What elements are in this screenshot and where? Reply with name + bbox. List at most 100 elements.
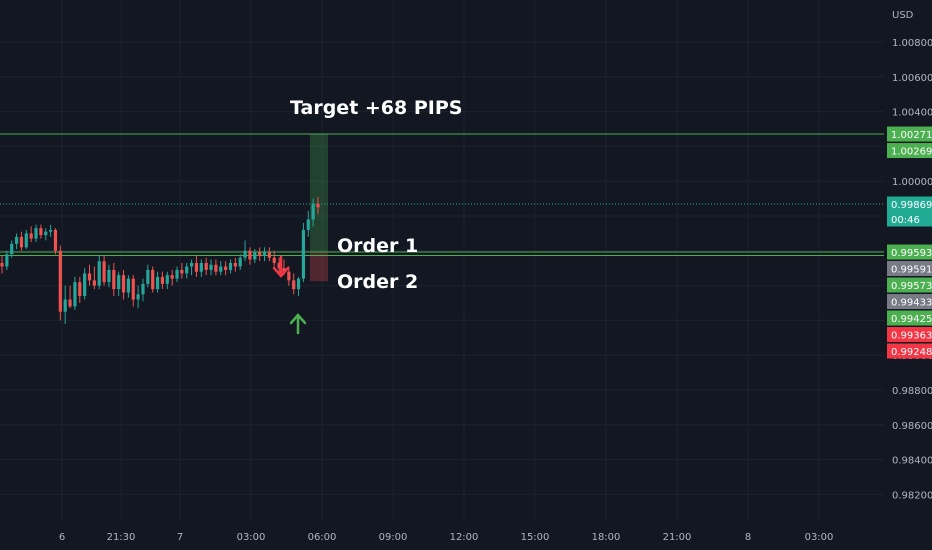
candle[interactable] — [10, 240, 14, 258]
price-tag-bg — [887, 244, 932, 260]
price-tag-bg — [887, 310, 932, 326]
candle[interactable] — [175, 266, 179, 283]
candle-body — [136, 294, 140, 300]
candle-body — [287, 271, 291, 281]
candle[interactable] — [316, 196, 320, 215]
candle-body — [165, 275, 169, 284]
candle[interactable] — [87, 264, 92, 286]
x-tick-label: 21:00 — [663, 532, 692, 543]
price-tag-bg — [887, 126, 932, 142]
candle[interactable] — [209, 259, 213, 276]
candle[interactable] — [238, 254, 242, 270]
candle[interactable] — [92, 266, 96, 290]
candle[interactable] — [49, 224, 53, 237]
sell-arrow-icon[interactable] — [272, 255, 290, 278]
candle[interactable] — [83, 268, 87, 300]
candle[interactable] — [306, 210, 310, 237]
candle[interactable] — [44, 228, 48, 241]
target-annotation[interactable]: Target +68 PIPS — [290, 97, 462, 119]
candle[interactable] — [292, 273, 296, 295]
candle[interactable] — [258, 247, 262, 262]
candle[interactable] — [112, 262, 116, 297]
candle[interactable] — [146, 264, 150, 288]
candle[interactable] — [63, 285, 67, 324]
candle[interactable] — [228, 259, 233, 274]
order-1-annotation[interactable]: Order 1 — [337, 235, 418, 257]
candle-body — [272, 257, 276, 263]
candle[interactable] — [97, 256, 101, 290]
candle[interactable] — [117, 271, 121, 297]
candle-body — [219, 266, 223, 272]
candle-body — [160, 276, 165, 284]
candle[interactable] — [58, 245, 62, 321]
candle-body — [44, 231, 48, 236]
candle[interactable] — [14, 233, 19, 250]
candle[interactable] — [253, 249, 257, 263]
candle[interactable] — [267, 247, 271, 262]
candle[interactable] — [53, 228, 58, 255]
candle[interactable] — [126, 275, 130, 298]
candle-body — [209, 264, 213, 270]
candle[interactable] — [190, 259, 194, 276]
time-axis[interactable]: 6 21:30 7 03:00 06:00 09:00 12:00 15:00 18:00 21:… — [59, 532, 834, 543]
price-tag: 0.99433 — [887, 294, 932, 310]
candle[interactable] — [277, 257, 281, 274]
candle[interactable] — [24, 229, 28, 250]
candle[interactable] — [287, 266, 291, 286]
candle[interactable] — [296, 276, 301, 297]
candle[interactable] — [5, 250, 9, 270]
candle[interactable] — [170, 269, 174, 286]
candle[interactable] — [248, 247, 252, 265]
candle[interactable] — [204, 257, 208, 276]
candle[interactable] — [141, 278, 145, 302]
candle-body — [121, 275, 126, 293]
candle-body — [194, 262, 199, 272]
candle[interactable] — [19, 231, 24, 251]
candle[interactable] — [214, 259, 218, 276]
candle[interactable] — [311, 198, 315, 227]
candle[interactable] — [39, 224, 43, 239]
candle-body — [29, 233, 33, 239]
candle[interactable] — [107, 264, 111, 288]
candle-body — [155, 276, 160, 290]
candle[interactable] — [136, 285, 140, 309]
candle[interactable] — [165, 271, 169, 290]
buy-arrow-icon[interactable] — [289, 313, 307, 335]
candle[interactable] — [160, 271, 165, 290]
candle-body — [68, 299, 72, 307]
order-2-annotation[interactable]: Order 2 — [337, 271, 418, 293]
candle[interactable] — [180, 262, 184, 279]
candle[interactable] — [102, 256, 106, 286]
candle[interactable] — [131, 275, 135, 307]
candle-body — [73, 282, 77, 307]
candle[interactable] — [73, 276, 77, 310]
price-tag-label: 1.00269 — [891, 147, 932, 158]
candle-body — [292, 280, 296, 290]
candle-body — [238, 257, 242, 267]
candle[interactable] — [194, 256, 199, 277]
x-tick-label: 18:00 — [592, 532, 621, 543]
candle[interactable] — [0, 256, 4, 274]
candles[interactable] — [0, 196, 320, 324]
candle[interactable] — [78, 276, 82, 303]
position-zones — [310, 134, 328, 282]
price-tag-label: 1.00271 — [891, 130, 932, 141]
candle[interactable] — [301, 222, 306, 283]
candle[interactable] — [29, 226, 33, 243]
candle[interactable] — [233, 257, 237, 272]
candle[interactable] — [34, 224, 38, 243]
candle[interactable] — [243, 240, 247, 262]
candle-body — [92, 280, 96, 286]
candle[interactable] — [199, 259, 203, 277]
candle[interactable] — [68, 285, 72, 309]
candle[interactable] — [224, 261, 228, 276]
level-lines[interactable] — [0, 133, 884, 256]
candle[interactable] — [262, 247, 267, 262]
candle[interactable] — [151, 266, 155, 293]
candle[interactable] — [219, 261, 223, 276]
candle[interactable] — [121, 269, 126, 300]
candle[interactable] — [155, 271, 160, 293]
candle[interactable] — [272, 250, 276, 267]
candle[interactable] — [185, 262, 189, 279]
